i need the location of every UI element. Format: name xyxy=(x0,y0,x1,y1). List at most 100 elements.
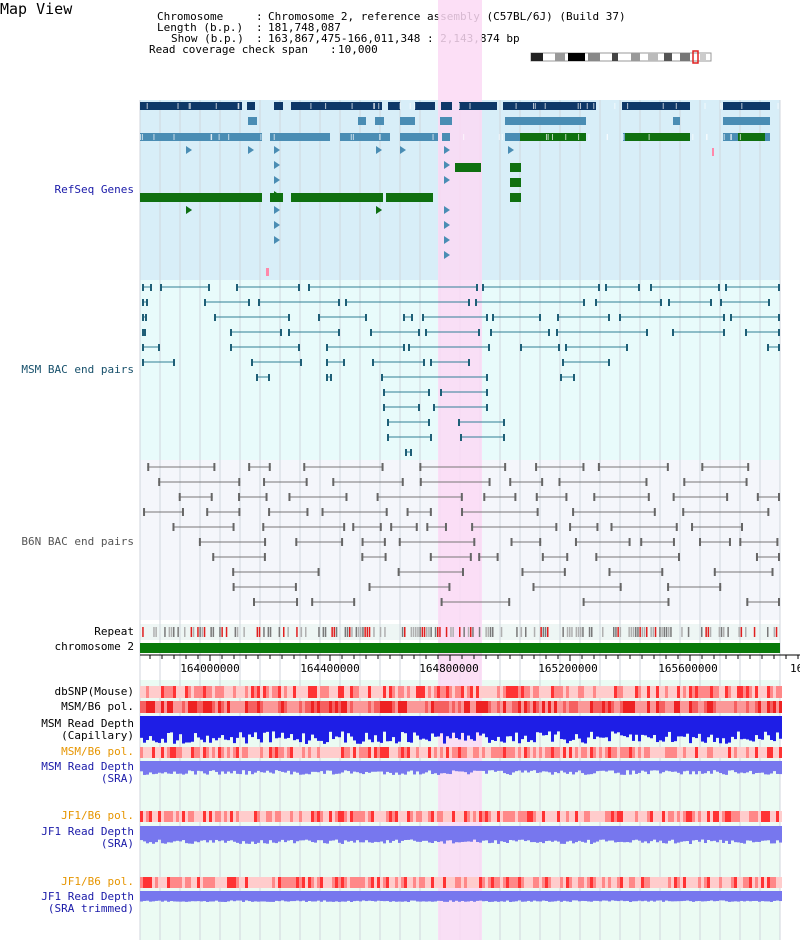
polymorphism-bin xyxy=(200,686,203,698)
depth-bin xyxy=(281,891,284,901)
depth-bin xyxy=(431,761,434,775)
track-label-jf1-depth-trim-2[interactable]: (SRA trimmed) xyxy=(47,902,134,915)
polymorphism-bin xyxy=(221,811,224,822)
polymorphism-bin xyxy=(413,747,416,758)
repeat-mark xyxy=(542,627,545,637)
polymorphism-bin xyxy=(692,877,695,888)
polymorphism-bin xyxy=(143,747,146,758)
depth-bin xyxy=(278,716,281,738)
polymorphism-bin xyxy=(626,877,629,888)
track-label-jf1-b6-pol-1[interactable]: JF1/B6 pol. xyxy=(61,809,134,822)
depth-bin xyxy=(269,826,272,841)
polymorphism-bin xyxy=(488,686,491,698)
track-label-msm-b6-pol-2[interactable]: MSM/B6 pol. xyxy=(61,745,134,758)
polymorphism-bin xyxy=(440,701,443,713)
depth-bin xyxy=(245,891,248,901)
polymorphism-bin xyxy=(614,686,617,698)
bac-end xyxy=(158,344,160,351)
track-label-jf1-depth-trim-1[interactable]: JF1 Read Depth xyxy=(41,890,134,903)
bac-end xyxy=(535,493,538,501)
depth-bin xyxy=(590,826,593,844)
polymorphism-bin xyxy=(524,686,527,698)
depth-bin xyxy=(665,891,668,901)
polymorphism-bin xyxy=(461,747,464,758)
polymorphism-bin xyxy=(218,877,221,888)
depth-bin xyxy=(536,826,539,843)
repeat-mark xyxy=(263,627,265,637)
gene-feature xyxy=(340,133,390,141)
polymorphism-bin xyxy=(386,811,389,822)
track-label-msm-bac[interactable]: MSM BAC end pairs xyxy=(21,363,134,376)
depth-bin xyxy=(488,761,491,771)
depth-bin xyxy=(767,826,770,841)
depth-bin xyxy=(596,761,599,772)
depth-bin xyxy=(734,826,737,843)
polymorphism-bin xyxy=(521,811,524,822)
depth-bin xyxy=(350,891,353,902)
gene-arrow xyxy=(444,251,450,259)
track-label-jf1-depth-sra-2[interactable]: (SRA) xyxy=(100,837,134,850)
polymorphism-bin xyxy=(170,701,173,713)
depth-bin xyxy=(779,891,782,902)
exon-gap xyxy=(399,103,401,109)
polymorphism-bin xyxy=(323,877,326,888)
polymorphism-bin xyxy=(608,811,611,822)
depth-bin xyxy=(287,891,290,902)
polymorphism-bin xyxy=(566,811,569,822)
track-label-msm-depth-sra-1[interactable]: MSM Read Depth xyxy=(41,760,134,773)
bac-end xyxy=(556,329,558,336)
bac-end xyxy=(263,553,266,561)
track-label-refseq[interactable]: RefSeq Genes xyxy=(54,183,134,196)
depth-bin xyxy=(242,891,245,902)
track-label-msm-b6-pol-1[interactable]: MSM/B6 pol. xyxy=(61,700,134,713)
polymorphism-bin xyxy=(287,686,290,698)
bac-end xyxy=(650,284,652,291)
depth-bin xyxy=(368,716,371,740)
track-label-chromosome[interactable]: chromosome 2 xyxy=(54,640,134,653)
polymorphism-bin xyxy=(704,747,707,758)
depth-bin xyxy=(509,761,512,775)
depth-bin xyxy=(458,891,461,902)
depth-bin xyxy=(401,891,404,902)
bac-end xyxy=(672,493,675,501)
polymorphism-bin xyxy=(752,747,755,758)
depth-bin xyxy=(548,716,551,732)
polymorphism-bin xyxy=(482,811,485,822)
polymorphism-bin xyxy=(167,811,170,822)
repeat-mark xyxy=(753,627,756,637)
polymorphism-bin xyxy=(428,877,431,888)
depth-bin xyxy=(731,716,734,737)
track-label-jf1-depth-sra-1[interactable]: JF1 Read Depth xyxy=(41,825,134,838)
polymorphism-bin xyxy=(407,811,410,822)
track-label-msm-depth-cap-2[interactable]: (Capillary) xyxy=(61,729,134,742)
polymorphism-bin xyxy=(713,686,716,698)
bac-end xyxy=(338,299,340,306)
polymorphism-bin xyxy=(701,686,704,698)
depth-bin xyxy=(224,761,227,774)
repeat-mark xyxy=(720,627,723,637)
polymorphism-bin xyxy=(290,686,293,698)
polymorphism-bin xyxy=(677,701,680,713)
repeat-mark xyxy=(659,627,661,637)
depth-bin xyxy=(380,891,383,902)
depth-bin xyxy=(548,826,551,841)
track-label-jf1-b6-pol-2[interactable]: JF1/B6 pol. xyxy=(61,875,134,888)
track-label-msm-depth-cap-1[interactable]: MSM Read Depth xyxy=(41,717,134,730)
axis-tick-label: 165200000 xyxy=(538,662,598,675)
polymorphism-bin xyxy=(272,701,275,713)
track-label-repeat[interactable]: Repeat xyxy=(94,625,134,638)
length-value: 181,748,087 xyxy=(268,21,341,34)
polymorphism-bin xyxy=(503,747,506,758)
track-label-b6n-bac[interactable]: B6N BAC end pairs xyxy=(21,535,134,548)
depth-bin xyxy=(650,826,653,842)
repeat-mark xyxy=(740,627,743,637)
track-label-msm-depth-sra-2[interactable]: (SRA) xyxy=(100,772,134,785)
polymorphism-bin xyxy=(674,811,677,822)
depth-bin xyxy=(749,716,752,741)
gene-feature xyxy=(503,102,596,110)
polymorphism-bin xyxy=(473,877,476,888)
track-label-dbsnp[interactable]: dbSNP(Mouse) xyxy=(54,685,134,698)
exon-gap xyxy=(218,134,220,140)
polymorphism-bin xyxy=(620,811,623,822)
